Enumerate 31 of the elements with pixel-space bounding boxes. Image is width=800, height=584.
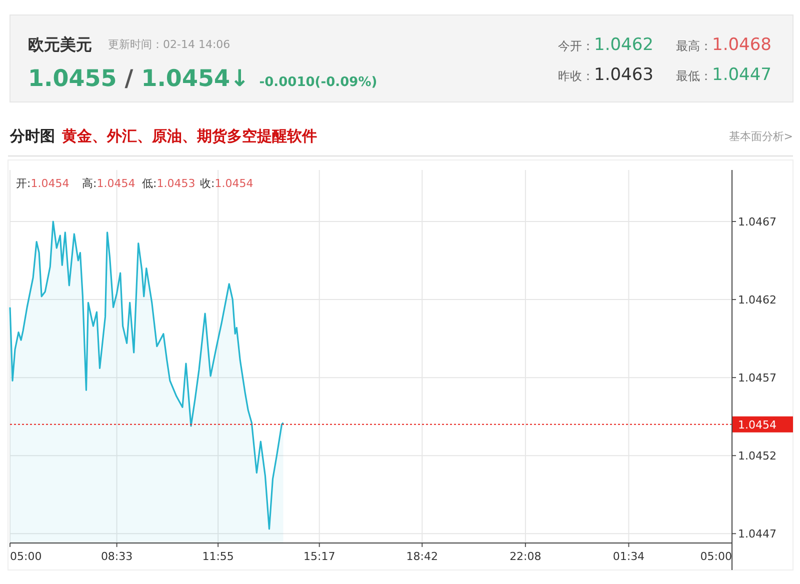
x-tick-label: 05:00 bbox=[10, 550, 42, 563]
text: 黄金、外汇、原油、期货多空提醒软件 bbox=[61, 127, 317, 145]
text: 基本面分析> bbox=[728, 130, 793, 143]
annotation: 收:1.0454 bbox=[200, 177, 254, 190]
y-tick-label: 1.0452 bbox=[738, 450, 776, 463]
text: 分时图 bbox=[9, 127, 55, 145]
text: 1.0455 bbox=[28, 66, 117, 92]
text: 昨收：1.0463 bbox=[558, 65, 654, 85]
annotation: 开:1.0454 bbox=[16, 177, 70, 190]
text: 最高：1.0468 bbox=[676, 35, 772, 55]
annotation: 高:1.0454 bbox=[82, 177, 136, 190]
chart-subtitle: 更新时间：02-14 14:06 bbox=[108, 38, 230, 51]
ref-line-label: 1.0454 bbox=[738, 418, 776, 432]
x-tick-label: 15:17 bbox=[304, 550, 336, 563]
y-tick-label: 1.0462 bbox=[738, 294, 776, 307]
x-tick-label: 11:55 bbox=[202, 550, 234, 563]
text: 今开：1.0462 bbox=[558, 35, 654, 55]
x-tick-label: 08:33 bbox=[100, 550, 133, 563]
x-tick-label: 22:08 bbox=[510, 550, 542, 563]
annotation: 低:1.0453 bbox=[142, 177, 196, 190]
chart-title: 欧元美元 bbox=[28, 35, 92, 54]
y-tick-label: 1.0467 bbox=[738, 216, 776, 228]
text: 最低：1.0447 bbox=[676, 65, 772, 85]
y-tick-label: 1.0457 bbox=[738, 372, 776, 385]
text: -0.0010(-0.09%) bbox=[259, 75, 378, 90]
x-tick-label: 05:00 bbox=[700, 550, 732, 563]
y-tick-label: 1.0447 bbox=[738, 528, 776, 541]
x-tick-label: 01:34 bbox=[612, 550, 645, 563]
text: 1.0454↓ bbox=[133, 66, 250, 92]
text: / bbox=[116, 66, 134, 92]
x-tick-label: 18:42 bbox=[406, 550, 438, 563]
